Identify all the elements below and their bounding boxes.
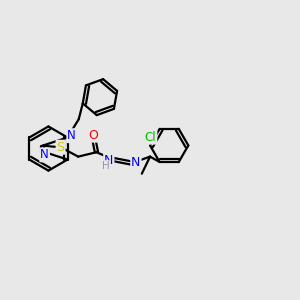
Text: O: O [88, 129, 98, 142]
Text: N: N [104, 154, 113, 167]
Text: N: N [67, 129, 76, 142]
Text: N: N [131, 156, 141, 169]
Text: Cl: Cl [145, 131, 156, 144]
Text: S: S [56, 141, 64, 154]
Text: H: H [102, 161, 110, 171]
Text: N: N [40, 148, 49, 161]
